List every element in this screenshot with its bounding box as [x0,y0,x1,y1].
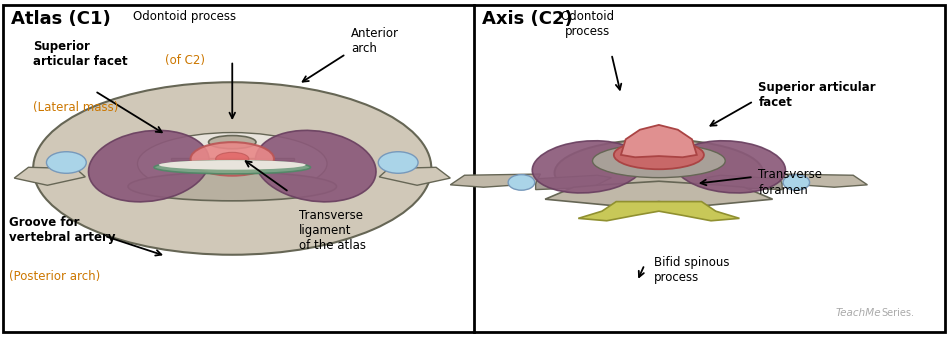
Text: Superior articular
facet: Superior articular facet [758,81,876,109]
Polygon shape [706,175,782,190]
Ellipse shape [508,175,535,190]
Ellipse shape [33,82,431,255]
Text: Bifid spinous
process: Bifid spinous process [654,256,730,284]
Polygon shape [578,202,739,221]
Text: Groove for
vertebral artery: Groove for vertebral artery [9,216,116,244]
Ellipse shape [158,160,305,170]
Ellipse shape [209,135,256,149]
Text: TeachMe: TeachMe [836,308,882,318]
Polygon shape [171,158,294,160]
Text: Odontoid
process: Odontoid process [560,10,615,38]
Text: (Posterior arch): (Posterior arch) [9,270,100,283]
Ellipse shape [378,152,418,173]
Text: Superior
articular facet: Superior articular facet [33,40,128,68]
Ellipse shape [46,152,86,173]
Ellipse shape [137,132,327,195]
Text: Odontoid process: Odontoid process [134,10,236,23]
Ellipse shape [555,139,763,206]
Ellipse shape [783,175,810,190]
Text: Anterior
arch: Anterior arch [351,27,399,55]
Ellipse shape [191,142,274,176]
Text: (of C2): (of C2) [165,54,205,67]
Text: Atlas (C1): Atlas (C1) [11,10,111,28]
Ellipse shape [532,141,644,193]
Ellipse shape [592,144,725,178]
Ellipse shape [128,172,337,201]
Polygon shape [379,167,450,185]
Polygon shape [14,167,85,185]
Text: Axis (C2): Axis (C2) [482,10,573,28]
Ellipse shape [613,141,703,169]
Ellipse shape [674,141,786,193]
Polygon shape [450,174,540,187]
Polygon shape [536,175,611,190]
Text: Series.: Series. [882,308,915,318]
Text: Transverse
ligament
of the atlas: Transverse ligament of the atlas [299,209,366,252]
Text: Transverse
foramen: Transverse foramen [758,168,823,196]
Ellipse shape [255,130,376,202]
Ellipse shape [154,161,311,174]
Ellipse shape [215,152,248,165]
Polygon shape [621,125,697,157]
Text: (Lateral mass): (Lateral mass) [33,101,118,114]
Polygon shape [545,181,773,206]
Polygon shape [777,174,867,187]
Ellipse shape [88,130,210,202]
